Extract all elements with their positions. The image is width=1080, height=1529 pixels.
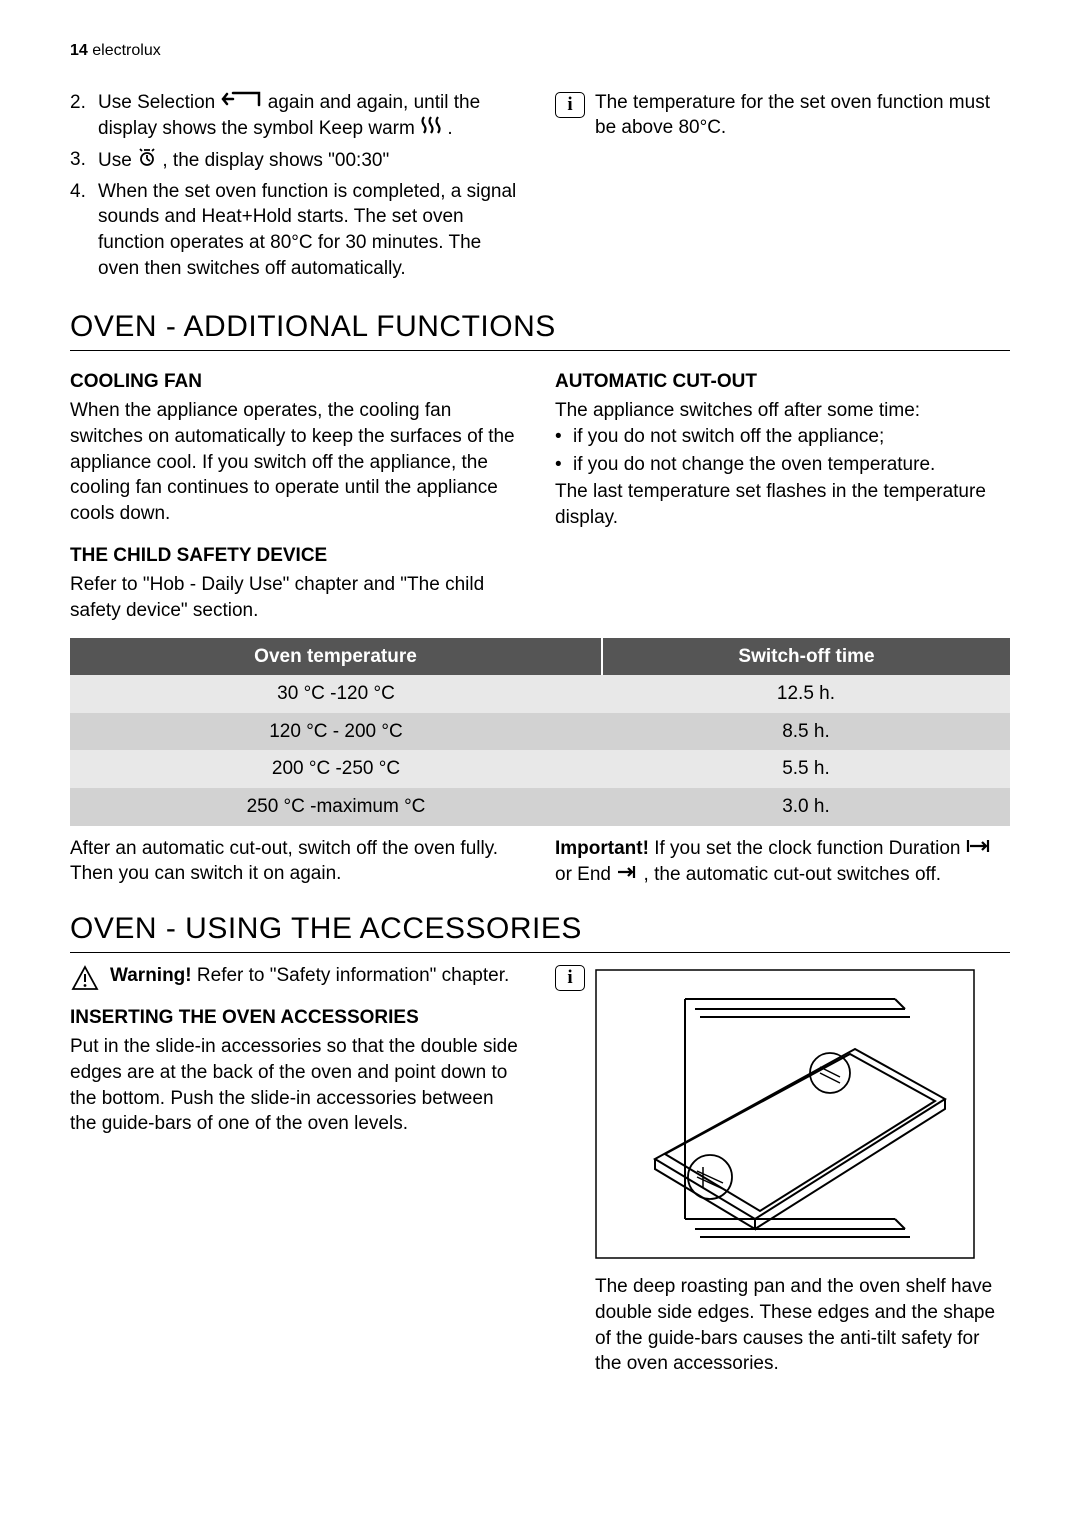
illus-info-row: i xyxy=(555,963,1010,1267)
section-rule xyxy=(70,952,1010,953)
top-info-column: i The temperature for the set oven funct… xyxy=(555,90,1010,286)
end-icon xyxy=(616,862,638,888)
brand-name: electrolux xyxy=(92,42,160,59)
important-label: Important! xyxy=(555,838,649,859)
auto-cutout-outro: The last temperature set flashes in the … xyxy=(555,479,1010,530)
table-row: 120 °C - 200 °C8.5 h. xyxy=(70,713,1010,751)
cooling-fan-body: When the appliance operates, the cooling… xyxy=(70,398,525,526)
important-note: Important! If you set the clock function… xyxy=(555,836,1010,888)
th-temp: Oven temperature xyxy=(70,638,602,676)
accessories-right: i xyxy=(555,963,1010,1377)
info-icon: i xyxy=(555,92,585,118)
duration-icon xyxy=(966,836,992,862)
auto-cutout-intro: The appliance switches off after some ti… xyxy=(555,398,1010,424)
right-col: AUTOMATIC CUT-OUT The appliance switches… xyxy=(555,361,1010,624)
step-3: 3. Use , the display shows "00:30" xyxy=(70,147,525,175)
page-number: 14 xyxy=(70,42,88,59)
info-icon: i xyxy=(555,965,585,991)
keep-warm-icon xyxy=(420,115,442,143)
section-heading-additional: OVEN - ADDITIONAL FUNCTIONS xyxy=(70,307,1010,348)
cooling-fan-heading: COOLING FAN xyxy=(70,369,525,395)
step-4: 4. When the set oven function is complet… xyxy=(70,179,525,282)
clock-icon xyxy=(137,147,157,175)
warning-label: Warning! xyxy=(110,965,192,986)
th-time: Switch-off time xyxy=(602,638,1010,676)
warning-icon xyxy=(70,965,100,991)
child-safety-heading: THE CHILD SAFETY DEVICE xyxy=(70,543,525,569)
additional-functions-cols: COOLING FAN When the appliance operates,… xyxy=(70,361,1010,624)
info-note: i The temperature for the set oven funct… xyxy=(555,90,1010,141)
after-cutout-text: After an automatic cut-out, switch off t… xyxy=(70,836,525,888)
page-header: 14 electrolux xyxy=(70,40,1010,62)
section-heading-accessories: OVEN - USING THE ACCESSORIES xyxy=(70,909,1010,950)
table-header-row: Oven temperature Switch-off time xyxy=(70,638,1010,676)
illustration-caption: The deep roasting pan and the oven shelf… xyxy=(595,1274,1010,1377)
auto-bullet-2: •if you do not change the oven temperatu… xyxy=(555,452,1010,478)
table-row: 250 °C -maximum °C3.0 h. xyxy=(70,788,1010,826)
accessories-left: Warning! Refer to "Safety information" c… xyxy=(70,963,525,1377)
inserting-heading: INSERTING THE OVEN ACCESSORIES xyxy=(70,1005,525,1031)
left-col: COOLING FAN When the appliance operates,… xyxy=(70,361,525,624)
accessories-cols: Warning! Refer to "Safety information" c… xyxy=(70,963,1010,1377)
table-row: 200 °C -250 °C5.5 h. xyxy=(70,750,1010,788)
after-table-cols: After an automatic cut-out, switch off t… xyxy=(70,836,1010,888)
auto-cutout-heading: AUTOMATIC CUT-OUT xyxy=(555,369,1010,395)
oven-tray-illustration xyxy=(595,969,975,1267)
warning-row: Warning! Refer to "Safety information" c… xyxy=(70,963,525,991)
inserting-body: Put in the slide-in accessories so that … xyxy=(70,1034,525,1137)
section-rule xyxy=(70,350,1010,351)
selection-icon xyxy=(221,90,263,116)
child-safety-body: Refer to "Hob - Daily Use" chapter and "… xyxy=(70,572,525,623)
auto-bullet-1: •if you do not switch off the appliance; xyxy=(555,424,1010,450)
table-row: 30 °C -120 °C12.5 h. xyxy=(70,675,1010,713)
steps-column: 2. Use Selection again and again, until … xyxy=(70,90,525,286)
cutout-table: Oven temperature Switch-off time 30 °C -… xyxy=(70,638,1010,826)
top-section: 2. Use Selection again and again, until … xyxy=(70,90,1010,286)
step-2: 2. Use Selection again and again, until … xyxy=(70,90,525,143)
